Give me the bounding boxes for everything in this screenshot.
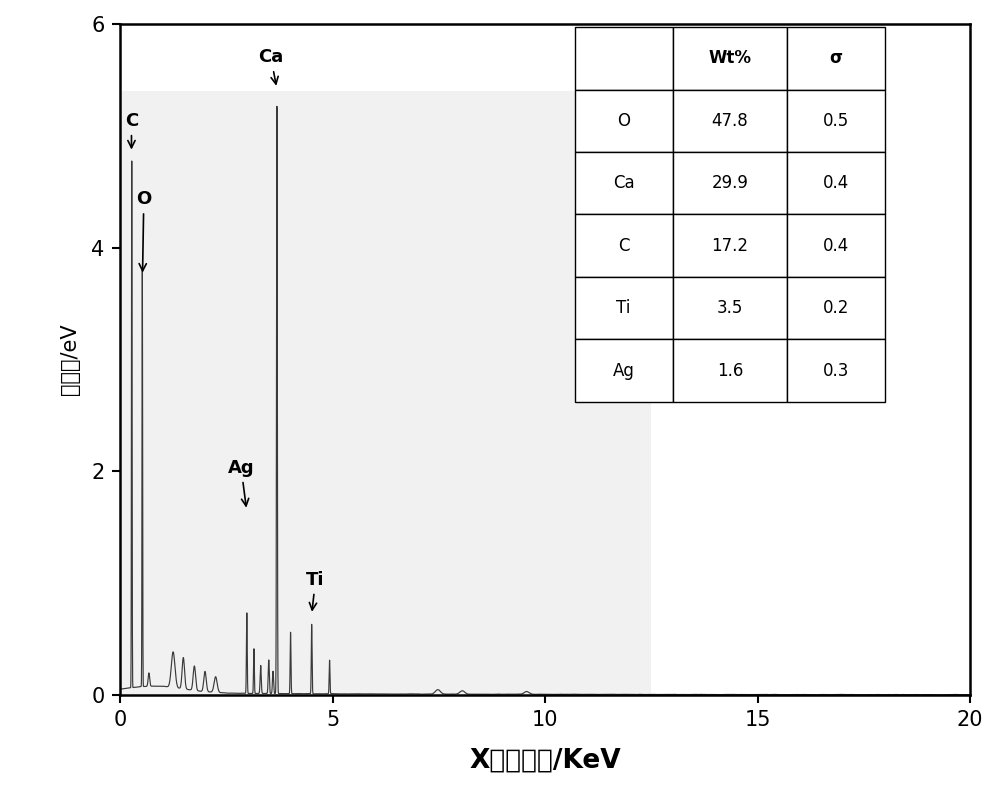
Polygon shape <box>575 339 672 402</box>
Bar <box>120 91 651 695</box>
Polygon shape <box>672 339 787 402</box>
Polygon shape <box>672 89 787 152</box>
Polygon shape <box>575 276 672 339</box>
Polygon shape <box>575 89 672 152</box>
Polygon shape <box>672 214 787 276</box>
Polygon shape <box>787 27 885 89</box>
Text: 29.9: 29.9 <box>711 174 748 192</box>
Polygon shape <box>787 152 885 214</box>
X-axis label: X射线能量/KeV: X射线能量/KeV <box>469 747 621 773</box>
Text: O: O <box>617 111 630 130</box>
Text: 0.3: 0.3 <box>823 362 849 379</box>
Text: 0.4: 0.4 <box>823 174 849 192</box>
Polygon shape <box>672 152 787 214</box>
Text: Ti: Ti <box>616 299 631 317</box>
Polygon shape <box>575 214 672 276</box>
Text: 1.6: 1.6 <box>717 362 743 379</box>
Text: σ: σ <box>830 49 843 67</box>
Text: C: C <box>125 112 138 148</box>
Polygon shape <box>575 152 672 214</box>
Polygon shape <box>672 27 787 89</box>
Polygon shape <box>575 27 672 89</box>
Text: 3.5: 3.5 <box>717 299 743 317</box>
Text: O: O <box>136 190 151 271</box>
Polygon shape <box>787 339 885 402</box>
Text: 47.8: 47.8 <box>712 111 748 130</box>
Text: 17.2: 17.2 <box>711 237 748 254</box>
Text: 0.2: 0.2 <box>823 299 849 317</box>
Text: 0.4: 0.4 <box>823 237 849 254</box>
Text: Ca: Ca <box>613 174 634 192</box>
Y-axis label: 强度值/eV: 强度值/eV <box>60 324 80 395</box>
Text: Wt%: Wt% <box>708 49 751 67</box>
Text: Ti: Ti <box>306 571 325 610</box>
Polygon shape <box>787 214 885 276</box>
Text: Ca: Ca <box>258 48 284 84</box>
Text: 0.5: 0.5 <box>823 111 849 130</box>
Polygon shape <box>672 276 787 339</box>
Text: Ag: Ag <box>228 459 254 506</box>
Text: Ag: Ag <box>613 362 635 379</box>
Text: C: C <box>618 237 629 254</box>
Polygon shape <box>787 89 885 152</box>
Polygon shape <box>787 276 885 339</box>
